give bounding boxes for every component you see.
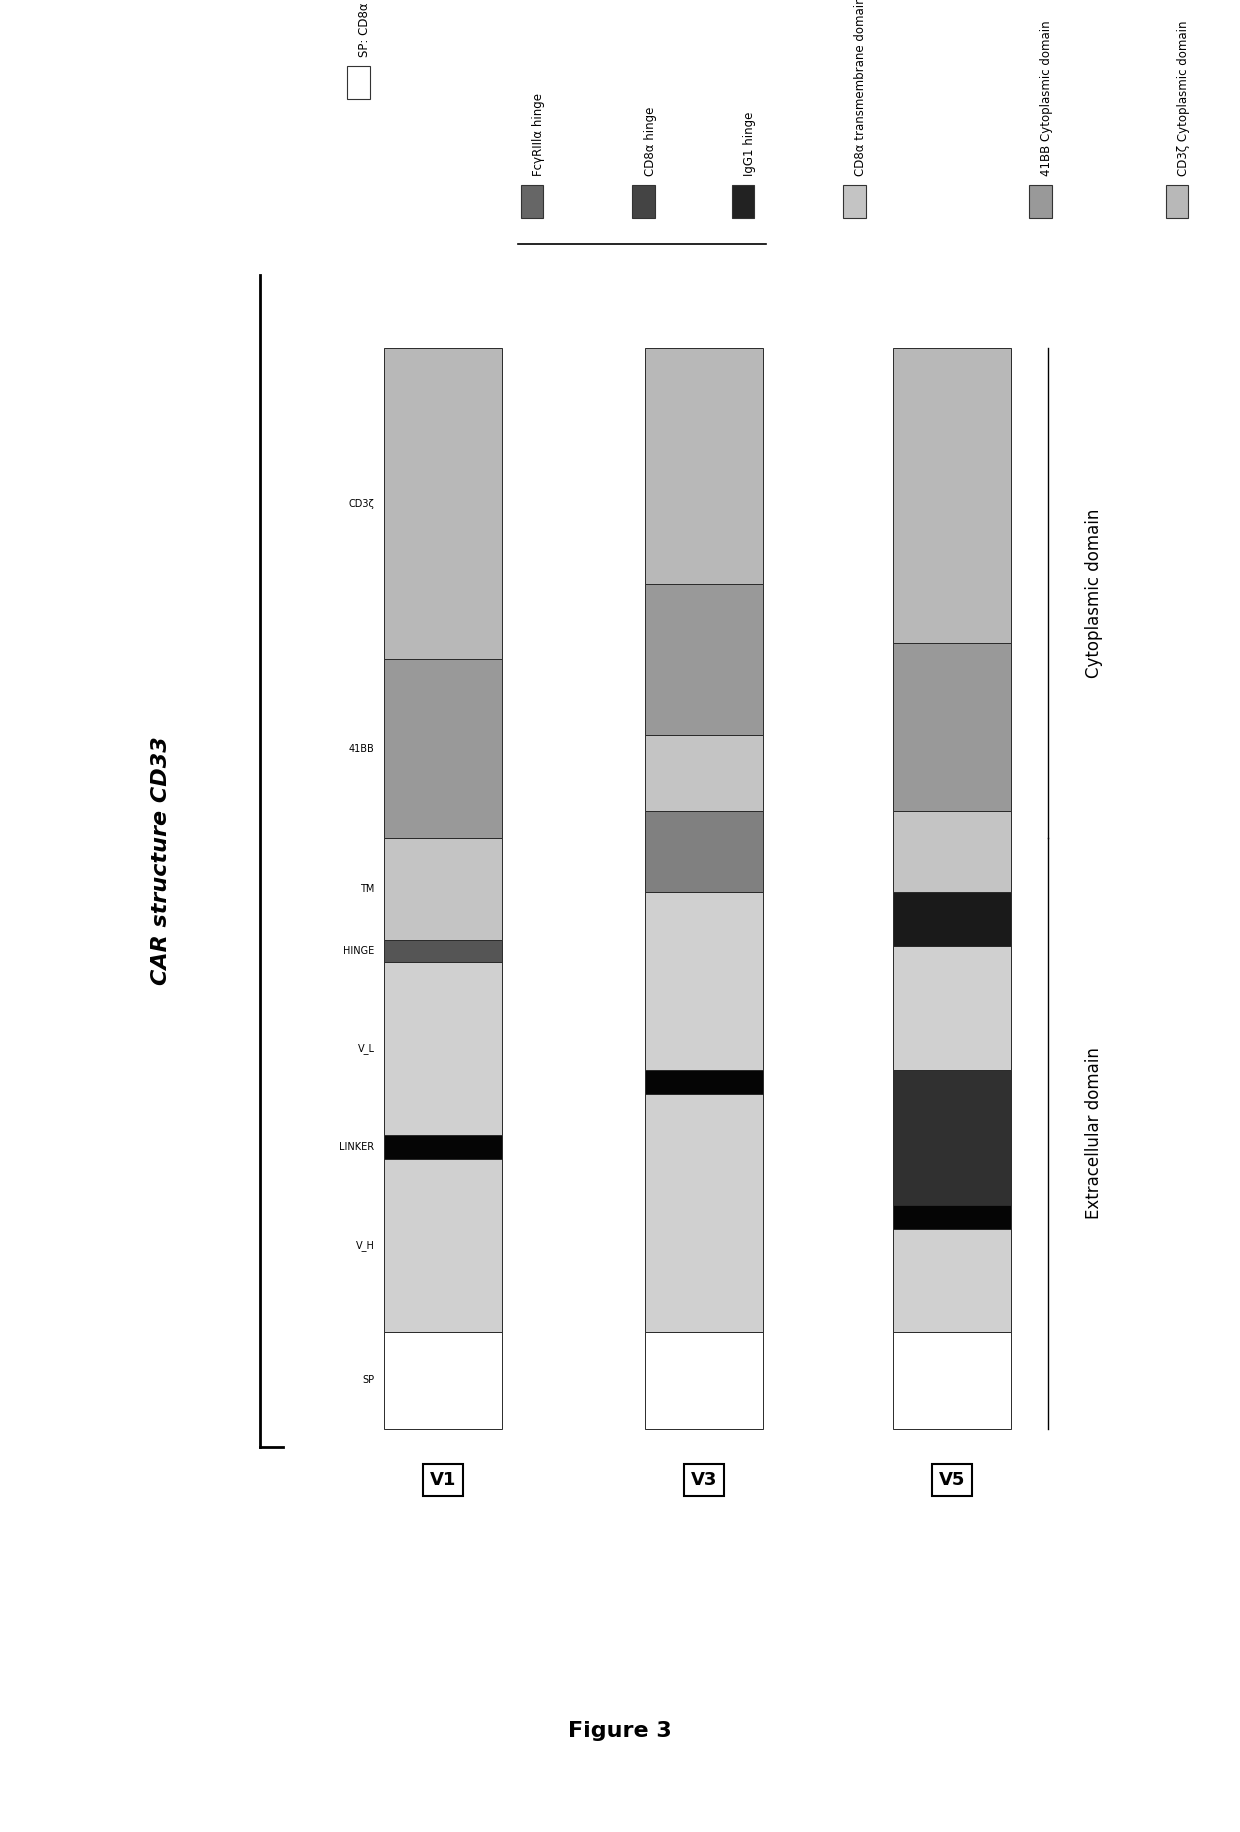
Text: TM: TM [360, 885, 374, 894]
Bar [893, 348, 1011, 643]
Text: HINGE: HINGE [343, 945, 374, 956]
Text: Extracellular domain: Extracellular domain [1085, 1048, 1104, 1220]
Bar [645, 584, 763, 735]
Bar [893, 1205, 1011, 1229]
Bar [384, 660, 502, 837]
Bar [384, 1136, 502, 1160]
Text: SP: SP [362, 1376, 374, 1385]
Bar [384, 1332, 502, 1429]
Bar [645, 1070, 763, 1094]
Text: V3: V3 [691, 1471, 717, 1489]
Text: V_L: V_L [357, 1042, 374, 1053]
Text: V1: V1 [430, 1471, 456, 1489]
Text: CD8α hinge: CD8α hinge [644, 106, 656, 176]
Bar [645, 1332, 763, 1429]
Bar [645, 735, 763, 812]
Bar [893, 892, 1011, 945]
Text: LINKER: LINKER [340, 1141, 374, 1152]
Text: CD8α transmembrane domain: CD8α transmembrane domain [854, 0, 867, 176]
Bar [384, 348, 502, 660]
Bar [893, 643, 1011, 812]
Bar [1029, 185, 1052, 218]
Bar [645, 892, 763, 1070]
Bar [893, 1229, 1011, 1332]
Text: CAR structure CD33: CAR structure CD33 [151, 736, 171, 986]
Bar [384, 962, 502, 1136]
Text: SP: CD8α signal peptide: SP: CD8α signal peptide [358, 0, 371, 57]
Bar [645, 348, 763, 584]
Bar [893, 812, 1011, 892]
Text: 41BB: 41BB [348, 744, 374, 753]
Text: FcγRIIlα hinge: FcγRIIlα hinge [532, 93, 544, 176]
Text: Cytoplasmic domain: Cytoplasmic domain [1085, 507, 1104, 678]
Text: V_H: V_H [356, 1240, 374, 1251]
Bar [893, 1332, 1011, 1429]
Text: 41BB Cytoplasmic domain: 41BB Cytoplasmic domain [1040, 20, 1053, 176]
Bar [632, 185, 655, 218]
Bar [732, 185, 754, 218]
Bar [1166, 185, 1188, 218]
Bar [521, 185, 543, 218]
Text: CD3ζ: CD3ζ [348, 498, 374, 509]
Bar [843, 185, 866, 218]
Bar [384, 1160, 502, 1332]
Text: CD3ζ Cytoplasmic domain: CD3ζ Cytoplasmic domain [1177, 20, 1189, 176]
Text: Figure 3: Figure 3 [568, 1722, 672, 1740]
Bar [645, 812, 763, 892]
Bar [645, 1094, 763, 1332]
Bar [347, 66, 370, 99]
Bar [384, 837, 502, 940]
Bar [384, 940, 502, 962]
Text: V5: V5 [939, 1471, 965, 1489]
Bar [893, 1070, 1011, 1205]
Text: IgG1 hinge: IgG1 hinge [743, 112, 755, 176]
Bar [893, 945, 1011, 1070]
